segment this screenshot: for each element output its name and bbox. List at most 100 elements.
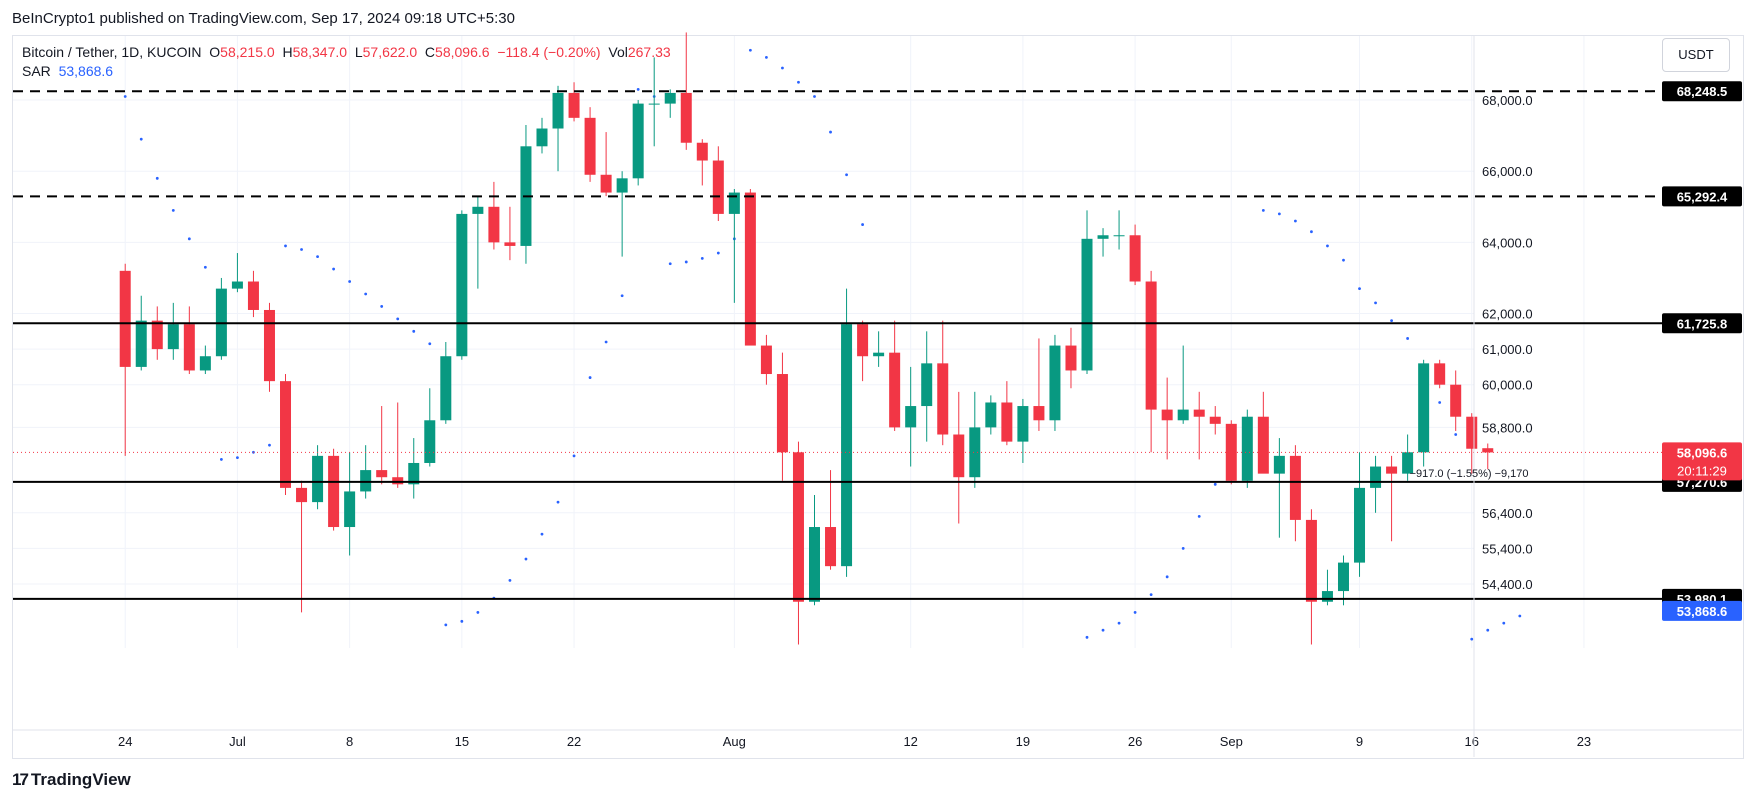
candle-body [1177,409,1189,421]
candle-body [889,352,901,428]
candle-body [1241,416,1253,481]
sar-dot [1502,621,1506,625]
candle-body [921,363,933,407]
candle-body [1337,562,1349,592]
sar-dot [636,87,640,91]
sar-dot [1438,401,1442,404]
candle-body [296,487,308,503]
candle-body [488,206,500,243]
currency-button[interactable]: USDT [1662,38,1730,72]
candle-body [809,527,820,602]
sar-badge-label: 53,868.6 [1677,604,1728,619]
sar-dot [845,173,848,177]
sar-dot [1518,614,1522,618]
y-tick-label: 60,000.0 [1482,378,1533,393]
level-label: 68,248.5 [1677,84,1728,99]
volume-label: Vol [608,44,628,60]
y-tick-label: 66,000.0 [1482,164,1533,179]
sar-dot [1374,301,1377,305]
sar-dot [332,267,335,271]
sar-value: 53,868.6 [58,63,114,79]
candle-body [616,178,628,193]
sar-dot [1101,628,1105,632]
x-tick-label: 15 [455,734,469,749]
sar-badge [1662,600,1742,621]
chart-frame [12,35,1744,759]
sar-label[interactable]: SAR [22,63,51,79]
sar-dot [171,208,175,212]
candle-body [1017,406,1029,442]
current-price-label: 58,096.6 [1677,445,1728,460]
sar-dot [781,66,784,70]
sar-dot [1470,637,1474,641]
low-value: 57,622.0 [362,44,418,60]
sar-dot [476,611,480,614]
candle-body [440,356,452,421]
y-tick-label: 64,000.0 [1482,235,1533,250]
x-tick-label: 12 [903,734,917,749]
sar-dot [765,55,768,59]
x-tick-label: 24 [118,734,132,749]
candle-body [744,192,756,346]
candle-body [1321,591,1333,602]
sar-dot [684,260,688,264]
sar-dot [1406,337,1410,340]
candle-body [263,309,275,382]
candle-body [199,356,211,371]
candle-body [600,174,612,193]
sar-dot [1390,319,1393,323]
candle-body [760,345,772,375]
open-label: O [209,44,221,60]
sar-dot [556,500,560,504]
y-tick-label: 54,400.0 [1482,577,1533,592]
x-tick-label: 16 [1464,734,1478,749]
candle-body [1097,235,1109,239]
candle-body [247,281,259,310]
x-tick-label: 23 [1577,734,1591,749]
candle-body [841,324,853,567]
sar-dot [1085,635,1089,639]
sar-dot [540,532,544,536]
sar-dot [396,317,400,321]
sar-dot [1197,514,1201,518]
candle-body [376,470,388,478]
x-tick-label: Sep [1220,734,1243,749]
axes: 54,400.0 55,400.0 56,400.0 58,800.0 60,000.0… [12,35,1742,757]
candle-body [1370,466,1382,488]
tradingview-brand[interactable]: 17 TradingView [12,770,131,790]
y-tick-label: 62,000.0 [1482,307,1533,322]
sar-dot [1326,244,1329,248]
sar-dot [1117,621,1121,625]
candle-body [1033,406,1045,421]
candle-body [1113,235,1125,237]
candle-body [119,270,131,367]
candle-body [664,92,676,104]
sar-dot [428,342,432,346]
sar-dot [588,376,592,379]
level-lines [13,90,1662,600]
x-tick-label: 22 [567,734,581,749]
sar-dot [668,262,672,266]
candle-body [728,192,740,214]
candle-body [504,242,516,246]
candle-body [424,420,436,463]
candle-body [776,374,788,453]
candle-body [1418,363,1430,453]
candle-body [183,324,195,371]
x-tick-label: 19 [1016,734,1030,749]
symbol-name[interactable]: Bitcoin / Tether, 1D, KUCOIN [22,44,202,60]
candle-body [1386,466,1398,474]
candle-body [825,527,837,567]
countdown-label: 20:11:29 [1677,463,1727,478]
sar-dot [300,248,303,251]
candle-body [344,491,356,528]
sar-dot [444,623,448,627]
candle-body [1161,409,1173,421]
sar-dot [187,237,191,241]
tradingview-logo-icon: 17 [12,770,29,789]
level-label: 61,725.8 [1677,316,1728,331]
candle-body [552,92,564,129]
sar-dot [572,454,576,458]
x-tick-label: Jul [229,734,246,749]
